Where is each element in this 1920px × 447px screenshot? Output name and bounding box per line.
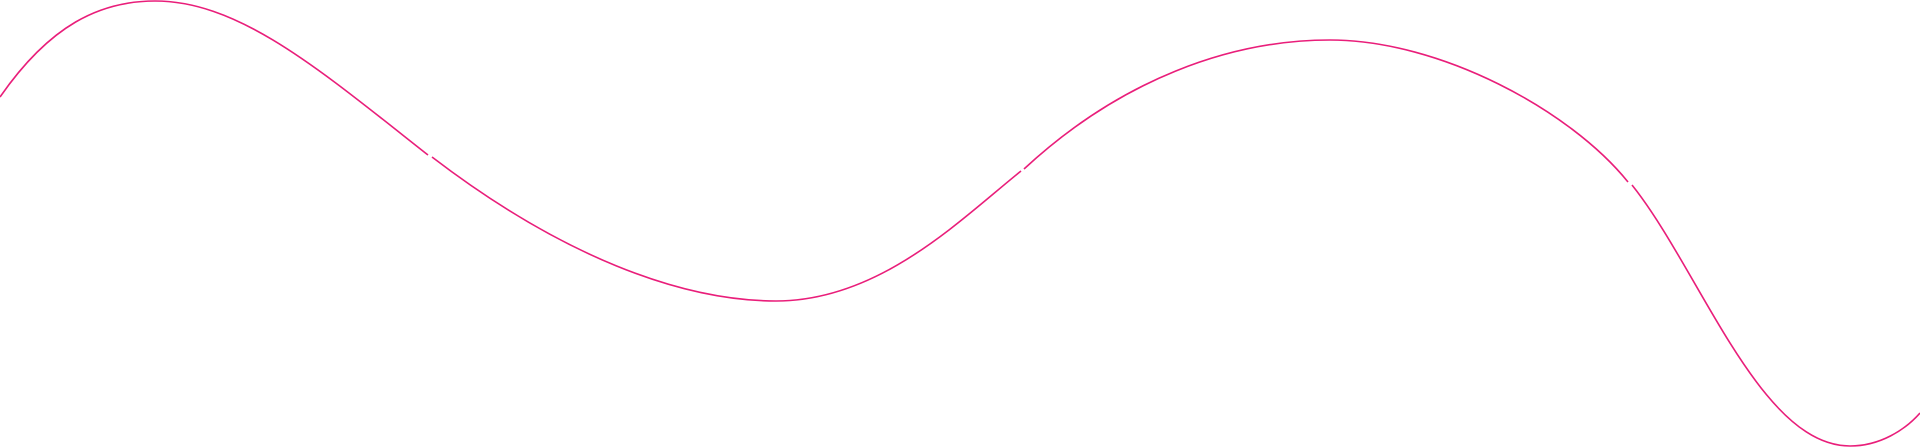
wave-segment-3	[1023, 39, 1629, 183]
wave-segment-4	[1631, 184, 1920, 447]
wave-segment-1	[0, 0, 429, 156]
wave-segment-2	[431, 156, 1022, 302]
